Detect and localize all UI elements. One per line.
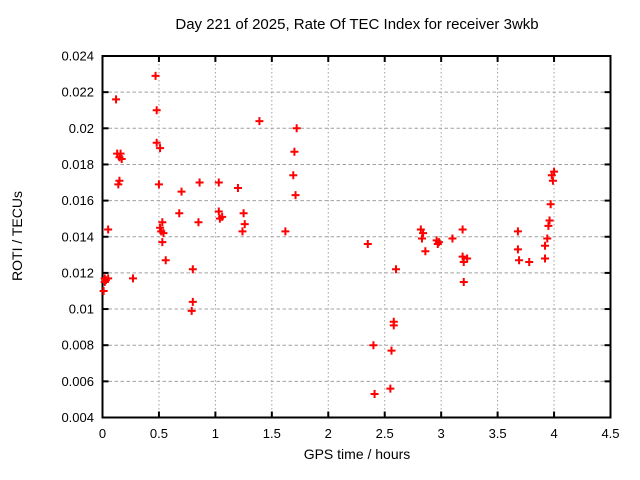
data-point-marker xyxy=(238,227,247,236)
y-tick-label: 0.006 xyxy=(61,374,94,389)
data-point-marker xyxy=(128,274,137,283)
y-tick-label: 0.02 xyxy=(69,121,94,136)
x-tick-label: 2.5 xyxy=(376,426,394,441)
data-point-marker xyxy=(386,384,395,393)
data-point-marker xyxy=(100,277,109,286)
data-point-marker xyxy=(291,191,300,200)
data-point-marker xyxy=(117,155,126,164)
data-point-marker xyxy=(104,225,113,234)
y-tick-label: 0.01 xyxy=(69,302,94,317)
y-tick-label: 0.008 xyxy=(61,338,94,353)
data-point-marker xyxy=(158,218,167,227)
y-tick-label: 0.012 xyxy=(61,265,94,280)
data-point-marker xyxy=(545,216,554,225)
data-point-marker xyxy=(255,117,264,126)
data-point-marker xyxy=(541,241,550,250)
data-point-marker xyxy=(515,256,524,265)
x-tick-label: 1 xyxy=(212,426,219,441)
data-point-marker xyxy=(239,209,248,218)
data-point-marker xyxy=(194,218,203,227)
data-point-marker xyxy=(188,297,197,306)
data-point-marker xyxy=(152,138,161,147)
data-point-marker xyxy=(421,247,430,256)
data-point-marker xyxy=(195,178,204,187)
data-point-marker xyxy=(156,144,165,153)
y-tick-label: 0.016 xyxy=(61,193,94,208)
x-tick-label: 4 xyxy=(550,426,557,441)
data-point-marker xyxy=(215,214,224,223)
x-tick-label: 3.5 xyxy=(489,426,507,441)
y-axis-label: ROTI / TECUs xyxy=(9,191,25,281)
data-point-marker xyxy=(188,265,197,274)
data-point-marker xyxy=(543,234,552,243)
data-point-marker xyxy=(290,147,299,156)
data-point-marker xyxy=(99,286,108,295)
tick-marks xyxy=(101,55,612,419)
data-point-marker xyxy=(214,178,223,187)
data-point-marker xyxy=(112,95,121,104)
data-point-marker xyxy=(214,207,223,216)
data-point-marker xyxy=(513,227,522,236)
grid-lines xyxy=(102,56,611,418)
data-point-marker xyxy=(175,209,184,218)
x-tick-label: 2 xyxy=(325,426,332,441)
data-point-marker xyxy=(513,245,522,254)
data-point-marker xyxy=(158,238,167,247)
data-point-marker xyxy=(387,346,396,355)
x-tick-label: 4.5 xyxy=(601,426,619,441)
data-point-marker xyxy=(152,106,161,115)
data-point-marker xyxy=(187,306,196,315)
data-point-marker xyxy=(389,321,398,330)
data-point-marker xyxy=(154,180,163,189)
data-point-marker xyxy=(417,234,426,243)
data-point-marker xyxy=(177,187,186,196)
data-point-marker xyxy=(240,220,249,229)
data-point-marker xyxy=(161,256,170,265)
data-point-marker xyxy=(281,227,290,236)
data-point-marker xyxy=(151,71,160,80)
y-tick-label: 0.022 xyxy=(61,85,94,100)
x-tick-label: 3 xyxy=(438,426,445,441)
data-point-marker xyxy=(370,390,379,399)
data-point-marker xyxy=(525,258,534,267)
y-tick-label: 0.024 xyxy=(61,49,94,64)
data-point-marker xyxy=(419,229,428,238)
data-point-marker xyxy=(546,200,555,209)
y-tick-label: 0.004 xyxy=(61,410,94,425)
data-point-marker xyxy=(548,176,557,185)
y-tick-label: 0.014 xyxy=(61,229,94,244)
y-tick-label: 0.018 xyxy=(61,157,94,172)
tick-labels: 0 0.5 1 1.5 2 2.5 3 3.5 4 4.5 0.004 0.006 0.008 0.01 0… xyxy=(61,49,619,442)
data-point-marker xyxy=(458,252,467,261)
x-axis-label: GPS time / hours xyxy=(303,446,411,462)
x-tick-label: 1.5 xyxy=(263,426,281,441)
x-tick-label: 0 xyxy=(99,426,106,441)
data-point-marker xyxy=(544,221,553,230)
chart-title: Day 221 of 2025, Rate Of TEC Index for r… xyxy=(175,16,539,33)
data-point-marker xyxy=(448,234,457,243)
data-point-marker xyxy=(433,239,442,248)
data-point-marker xyxy=(459,258,468,267)
data-points xyxy=(99,71,559,399)
data-point-marker xyxy=(541,254,550,263)
data-point-marker xyxy=(363,239,372,248)
data-point-marker xyxy=(392,265,401,274)
data-point-marker xyxy=(369,341,378,350)
data-point-marker xyxy=(459,277,468,286)
data-point-marker xyxy=(159,229,168,238)
data-point-marker xyxy=(233,183,242,192)
data-point-marker xyxy=(292,124,301,133)
data-point-marker xyxy=(547,171,556,180)
x-tick-label: 0.5 xyxy=(150,426,168,441)
data-point-marker xyxy=(458,225,467,234)
data-point-marker xyxy=(289,171,298,180)
data-point-marker xyxy=(114,180,123,189)
